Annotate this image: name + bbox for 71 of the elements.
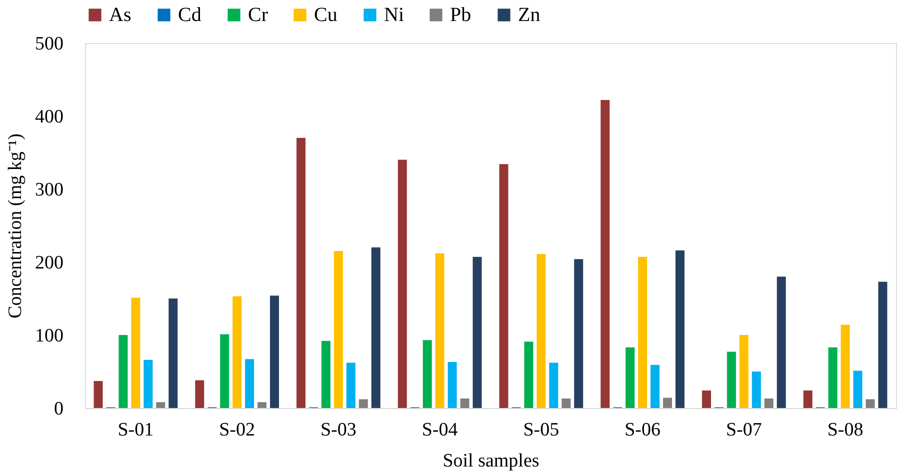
bar xyxy=(764,398,774,408)
bar xyxy=(472,256,482,408)
bar xyxy=(752,372,761,408)
legend-label: Zn xyxy=(518,4,540,26)
bar xyxy=(866,399,875,408)
legend-label: Cu xyxy=(314,4,338,26)
bar xyxy=(702,390,712,408)
legend-label: Ni xyxy=(384,4,404,26)
bar xyxy=(94,380,103,408)
bar xyxy=(776,276,786,408)
bar xyxy=(371,247,380,408)
y-tick-label: 400 xyxy=(35,106,64,128)
bar xyxy=(574,259,584,408)
bar xyxy=(499,164,508,408)
y-axis-title: Concentration (mg kg⁻¹) xyxy=(5,134,26,318)
bar xyxy=(650,364,660,408)
bar xyxy=(232,296,242,408)
bar xyxy=(358,399,368,408)
x-tick-label: S-04 xyxy=(422,420,458,440)
bar xyxy=(258,402,267,408)
bar xyxy=(334,251,343,408)
bar xyxy=(726,352,736,408)
bar xyxy=(296,138,306,408)
bar xyxy=(803,390,812,408)
bar xyxy=(131,298,140,408)
x-tick-label: S-03 xyxy=(320,420,356,440)
bar xyxy=(398,160,407,408)
y-tick-label: 0 xyxy=(54,398,64,420)
bar xyxy=(626,347,635,408)
bar xyxy=(638,256,648,408)
bar xyxy=(562,398,571,408)
bar xyxy=(853,370,862,408)
bar xyxy=(675,250,684,408)
x-tick-label: S-08 xyxy=(827,420,864,440)
y-tick-label: 100 xyxy=(35,326,64,346)
bar xyxy=(536,254,546,408)
bar xyxy=(118,335,128,408)
bar xyxy=(144,360,153,408)
x-tick-label: S-06 xyxy=(624,420,661,440)
bar xyxy=(156,402,166,408)
bar xyxy=(549,362,558,408)
x-axis-title: Soil samples xyxy=(442,450,540,472)
legend-label: Pb xyxy=(450,4,472,26)
bar xyxy=(524,342,534,408)
bar xyxy=(195,380,204,408)
bar xyxy=(422,340,432,408)
legend-label: Cr xyxy=(248,4,268,26)
bar xyxy=(245,359,254,408)
y-tick-label: 500 xyxy=(35,34,64,54)
y-tick-label: 200 xyxy=(35,252,64,274)
x-tick-label: S-05 xyxy=(523,420,560,440)
y-tick-label: 300 xyxy=(35,180,64,200)
bar xyxy=(739,335,748,408)
bar xyxy=(448,362,457,408)
bar xyxy=(346,362,356,408)
bar xyxy=(878,282,888,408)
bar xyxy=(270,296,279,408)
x-tick-label: S-02 xyxy=(219,420,256,440)
legend-label: Cd xyxy=(178,4,202,26)
bar xyxy=(840,324,850,408)
bar xyxy=(663,398,672,408)
bar xyxy=(828,347,838,408)
bar xyxy=(168,298,178,408)
bar xyxy=(220,334,230,408)
bar xyxy=(321,340,330,408)
bar xyxy=(435,253,444,408)
legend-label: As xyxy=(109,4,132,26)
bar xyxy=(460,398,470,408)
x-tick-label: S-07 xyxy=(726,420,762,440)
x-tick-label: S-01 xyxy=(118,420,154,440)
bar xyxy=(600,100,610,408)
